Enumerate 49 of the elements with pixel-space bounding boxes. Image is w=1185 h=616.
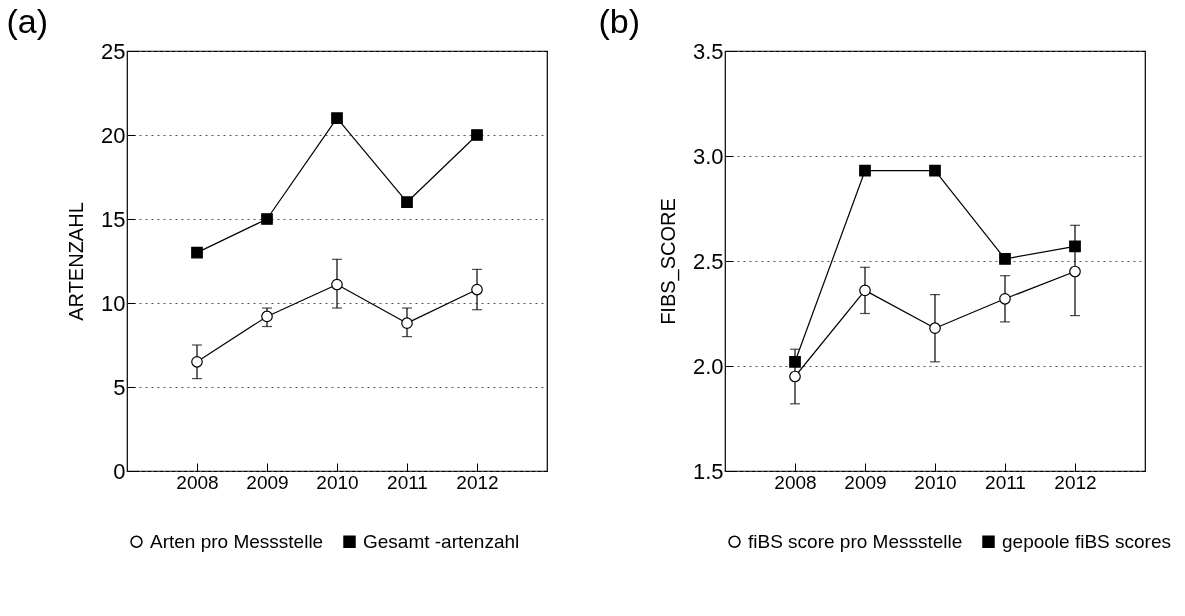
chart-title: (a) xyxy=(6,2,49,40)
x-tick-label: 2008 xyxy=(176,471,219,493)
x-tick-label: 2009 xyxy=(844,471,887,493)
y-tick-label: 5 xyxy=(113,374,126,400)
y-axis-title: ARTENZAHL xyxy=(65,202,88,321)
y-tick-label: 25 xyxy=(101,38,126,64)
point xyxy=(261,310,273,323)
point xyxy=(1069,240,1081,253)
legend-label: Arten pro Messstelle xyxy=(150,530,324,552)
legend-label: fiBS score pro Messstelle xyxy=(748,530,963,552)
point xyxy=(999,253,1011,265)
x-tick-label: 2011 xyxy=(387,471,428,493)
y-tick-label: 2.0 xyxy=(692,353,724,379)
legend-label: gepoole fiBS scores xyxy=(1002,530,1171,552)
y-tick-label: 2.5 xyxy=(692,248,724,274)
point xyxy=(471,129,483,141)
point xyxy=(1069,265,1081,278)
x-tick-label: 2011 xyxy=(985,471,1026,493)
x-tick-label: 2012 xyxy=(1054,471,1097,493)
point xyxy=(261,213,273,225)
point xyxy=(401,317,413,329)
point xyxy=(331,278,343,291)
point xyxy=(191,355,203,368)
x-tick-label: 2009 xyxy=(246,471,289,493)
point xyxy=(331,112,343,125)
x-tick-label: 2010 xyxy=(914,471,957,493)
y-tick-label: 20 xyxy=(101,122,126,148)
point xyxy=(859,284,871,297)
point xyxy=(859,164,871,177)
y-axis-title: FIBS_SCORE xyxy=(656,198,680,325)
y-tick-label: 1.5 xyxy=(692,458,724,484)
point xyxy=(789,370,801,383)
y-tick-label: 10 xyxy=(101,290,126,316)
point xyxy=(789,355,801,368)
x-tick-label: 2008 xyxy=(774,471,817,493)
point xyxy=(929,164,941,177)
chart-title: (b) xyxy=(598,2,640,40)
point xyxy=(401,196,413,209)
x-tick-label: 2010 xyxy=(316,471,359,493)
y-tick-label: 3.5 xyxy=(692,38,724,64)
legend-label: Gesamt -artenzahl xyxy=(363,530,520,552)
point xyxy=(471,283,483,296)
point xyxy=(929,322,941,335)
y-tick-label: 0 xyxy=(113,458,126,484)
point xyxy=(191,246,203,259)
x-tick-label: 2012 xyxy=(456,471,499,493)
y-tick-label: 3.0 xyxy=(692,143,724,169)
point xyxy=(999,292,1011,305)
y-tick-label: 15 xyxy=(101,206,126,232)
